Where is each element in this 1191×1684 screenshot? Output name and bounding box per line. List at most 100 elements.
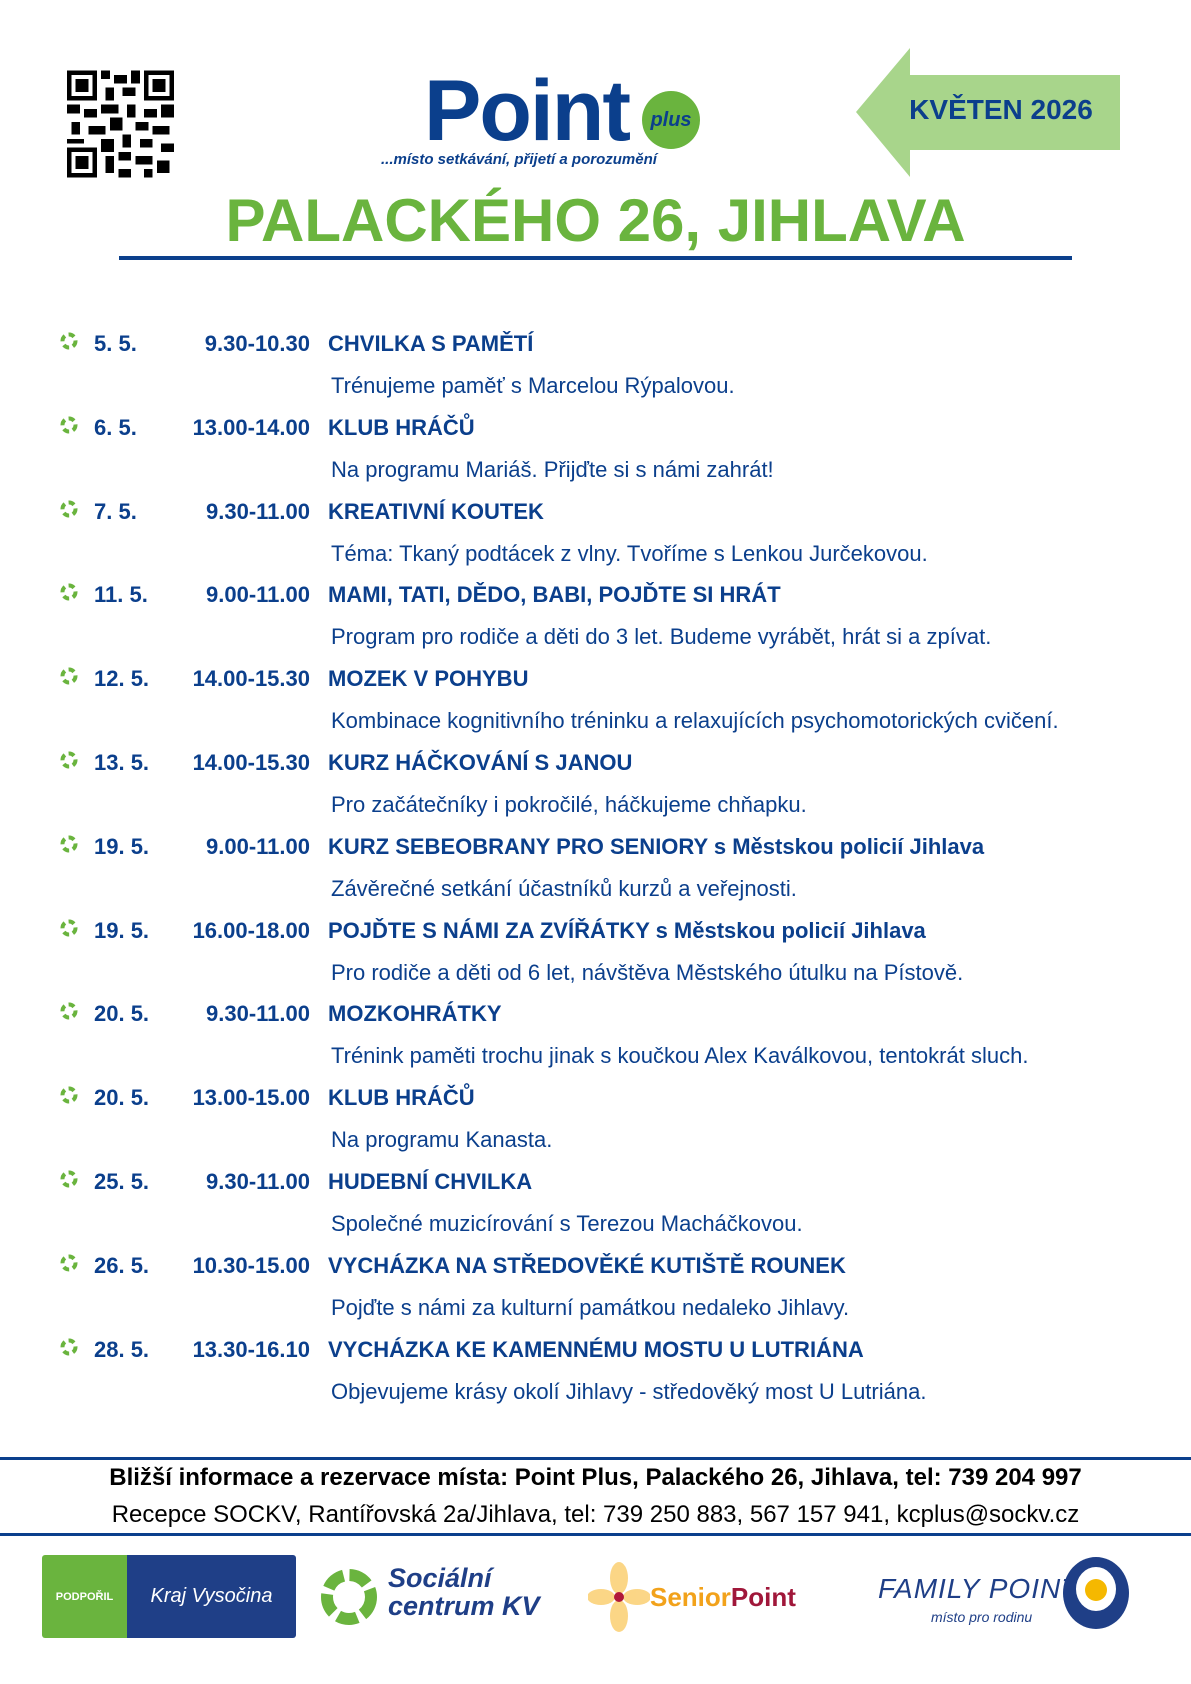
bullet-icon — [60, 751, 78, 769]
event-description: Kombinace kognitivního tréninku a relaxu… — [331, 708, 1059, 734]
event-item: 7. 5. 9.30-11.00 KREATIVNÍ KOUTEK Téma: Tka… — [0, 499, 1191, 583]
event-item: 20. 5. 9.30-11.00 MOZKOHRÁTKY Trénink pamět… — [0, 1001, 1191, 1085]
bullet-icon — [60, 1086, 78, 1104]
event-item: 28. 5. 13.30-16.10 VYCHÁZKA KE KAMENNÉMU M… — [0, 1337, 1191, 1421]
event-date: 19. 5. — [94, 917, 150, 943]
month-label: KVĚTEN 2026 — [909, 94, 1093, 125]
bullet-icon — [60, 332, 78, 350]
event-time: 9.00-11.00 — [206, 833, 310, 859]
event-time: 9.30-11.00 — [206, 1001, 310, 1027]
qr-code[interactable] — [67, 70, 174, 178]
event-item: 12. 5. 14.00-15.30 MOZEK V POHYBU Kombinace… — [0, 666, 1191, 750]
bullet-icon — [60, 1170, 78, 1188]
point-text: Point — [730, 1582, 796, 1612]
kraj-support-label: PODPOŘIL — [42, 1555, 127, 1638]
bullet-icon — [60, 667, 78, 685]
bullet-icon — [60, 416, 78, 434]
senior-point-logo: SeniorPoint — [588, 1562, 858, 1632]
event-date: 20. 5. — [94, 1001, 150, 1027]
event-time: 14.00-15.30 — [192, 666, 310, 692]
page-title: PALACKÉHO 26, JIHLAVA — [225, 187, 966, 254]
event-title: KURZ HÁČKOVÁNÍ S JANOU — [328, 750, 633, 775]
event-time: 13.30-16.10 — [192, 1336, 310, 1362]
event-description: Objevujeme krásy okolí Jihlavy - středov… — [331, 1378, 927, 1404]
event-description: Trénujeme paměť s Marcelou Rýpalovou. — [331, 373, 735, 398]
event-description: Pro rodiče a děti od 6 let, návštěva Měs… — [331, 959, 964, 985]
event-item: 26. 5. 10.30-15.00 VYCHÁZKA NA STŘEDOVĚKÉ … — [0, 1253, 1191, 1337]
event-title: MOZKOHRÁTKY — [328, 1001, 502, 1027]
bullet-icon — [60, 835, 78, 853]
event-time: 13.00-15.00 — [192, 1085, 310, 1111]
event-description: Společné muzicírování s Terezou Macháčko… — [331, 1211, 803, 1236]
point-plus-logo: Point — [424, 63, 631, 159]
kraj-vysocina-logo: PODPOŘIL Kraj Vysočina — [42, 1555, 296, 1638]
event-title: CHVILKA S PAMĚTÍ — [328, 331, 534, 356]
event-time: 9.30-10.30 — [204, 331, 310, 356]
event-item: 19. 5. 16.00-18.00 POJĎTE S NÁMI ZA ZVÍŘÁT… — [0, 918, 1191, 1002]
arrow-left-icon — [856, 48, 1120, 177]
bullet-icon — [60, 583, 78, 601]
family-point-text: FAMILY POINT — [878, 1573, 1080, 1604]
event-description: Na programu Kanasta. — [331, 1127, 553, 1153]
contact-info-bold: Bližší informace a rezervace místa: Poin… — [109, 1464, 1082, 1491]
family-point-icon — [1063, 1557, 1129, 1629]
event-item: 6. 5. 13.00-14.00 KLUB HRÁČŮ Na programu Ma… — [0, 415, 1191, 499]
event-time: 9.00-11.00 — [206, 582, 310, 608]
event-date: 19. 5. — [94, 833, 150, 859]
event-title: HUDEBNÍ CHVILKA — [328, 1169, 533, 1194]
event-date: 28. 5. — [94, 1336, 150, 1362]
event-date: 25. 5. — [94, 1169, 150, 1194]
divider — [0, 1533, 1191, 1536]
event-title: VYCHÁZKA NA STŘEDOVĚKÉ KUTIŠTĚ ROUNEK — [328, 1252, 846, 1278]
event-time: 9.30-11.00 — [206, 498, 310, 524]
event-description: Pojďte s námi za kulturní památkou nedal… — [331, 1294, 850, 1320]
event-title: VYCHÁZKA KE KAMENNÉMU MOSTU U LUTRIÁNA — [328, 1336, 864, 1362]
bullet-icon — [60, 1254, 78, 1272]
divider — [119, 256, 1072, 260]
event-description: Závěrečné setkání účastníků kurzů a veře… — [331, 875, 797, 901]
event-date: 7. 5. — [94, 498, 137, 524]
event-title: KLUB HRÁČŮ — [328, 1085, 475, 1111]
bullet-icon — [60, 919, 78, 937]
event-time: 10.30-15.00 — [192, 1252, 310, 1278]
contact-info: Recepce SOCKV, Rantířovská 2a/Jihlava, t… — [111, 1501, 1080, 1528]
family-point-logo: FAMILY POINT místo pro rodinu — [876, 1555, 1146, 1640]
event-item: 11. 5. 9.00-11.00 MAMI, TATI, DĚDO, BABI, … — [0, 582, 1191, 666]
event-description: Pro začátečníky i pokročilé, háčkujeme c… — [331, 792, 807, 817]
socialni-centrum-icon — [321, 1569, 377, 1625]
event-description: Program pro rodiče a děti do 3 let. Bude… — [331, 624, 992, 650]
event-description: Trénink paměti trochu jinak s koučkou Al… — [331, 1043, 1029, 1069]
family-point-subtitle: místo pro rodinu — [931, 1609, 1033, 1625]
event-title: MAMI, TATI, DĚDO, BABI, POJĎTE SI HRÁT — [328, 582, 781, 608]
event-description: Na programu Mariáš. Přijďte si s námi za… — [331, 456, 774, 482]
bullet-icon — [60, 1002, 78, 1020]
tagline: ...místo setkávání, přijetí a porozumění — [381, 151, 657, 168]
plus-badge: plus — [642, 91, 700, 149]
event-item: 19. 5. 9.00-11.00 KURZ SEBEOBRANY PRO SENI… — [0, 834, 1191, 918]
bullet-icon — [60, 1338, 78, 1356]
event-item: 5. 5. 9.30-10.30 CHVILKA S PAMĚTÍ Trénujeme… — [0, 331, 1191, 415]
event-description: Téma: Tkaný podtácek z vlny. Tvoříme s L… — [331, 540, 928, 566]
event-date: 11. 5. — [94, 582, 148, 608]
socialni-centrum-logo: Sociální centrum KV — [318, 1560, 568, 1635]
event-date: 13. 5. — [94, 750, 150, 775]
event-time: 14.00-15.30 — [192, 750, 310, 775]
event-title: MOZEK V POHYBU — [328, 666, 529, 692]
event-date: 5. 5. — [94, 331, 137, 356]
senior-text: Senior — [650, 1582, 731, 1612]
event-item: 25. 5. 9.30-11.00 HUDEBNÍ CHVILKA Společné … — [0, 1169, 1191, 1253]
event-title: KURZ SEBEOBRANY PRO SENIORY s Městskou p… — [328, 833, 985, 859]
divider — [0, 1457, 1191, 1460]
event-item: 20. 5. 13.00-15.00 KLUB HRÁČŮ Na programu K… — [0, 1085, 1191, 1169]
event-time: 13.00-14.00 — [192, 414, 310, 440]
event-date: 12. 5. — [94, 666, 150, 692]
event-date: 26. 5. — [94, 1252, 150, 1278]
kraj-name: Kraj Vysočina — [127, 1555, 296, 1638]
event-item: 13. 5. 14.00-15.30 KURZ HÁČKOVÁNÍ S JANOU P… — [0, 750, 1191, 834]
event-title: KLUB HRÁČŮ — [328, 414, 475, 440]
flower-icon — [588, 1562, 650, 1632]
socialni-centrum-text: Sociální centrum KV — [388, 1563, 540, 1622]
event-date: 20. 5. — [94, 1085, 150, 1111]
event-date: 6. 5. — [94, 414, 137, 440]
event-time: 9.30-11.00 — [206, 1169, 310, 1194]
